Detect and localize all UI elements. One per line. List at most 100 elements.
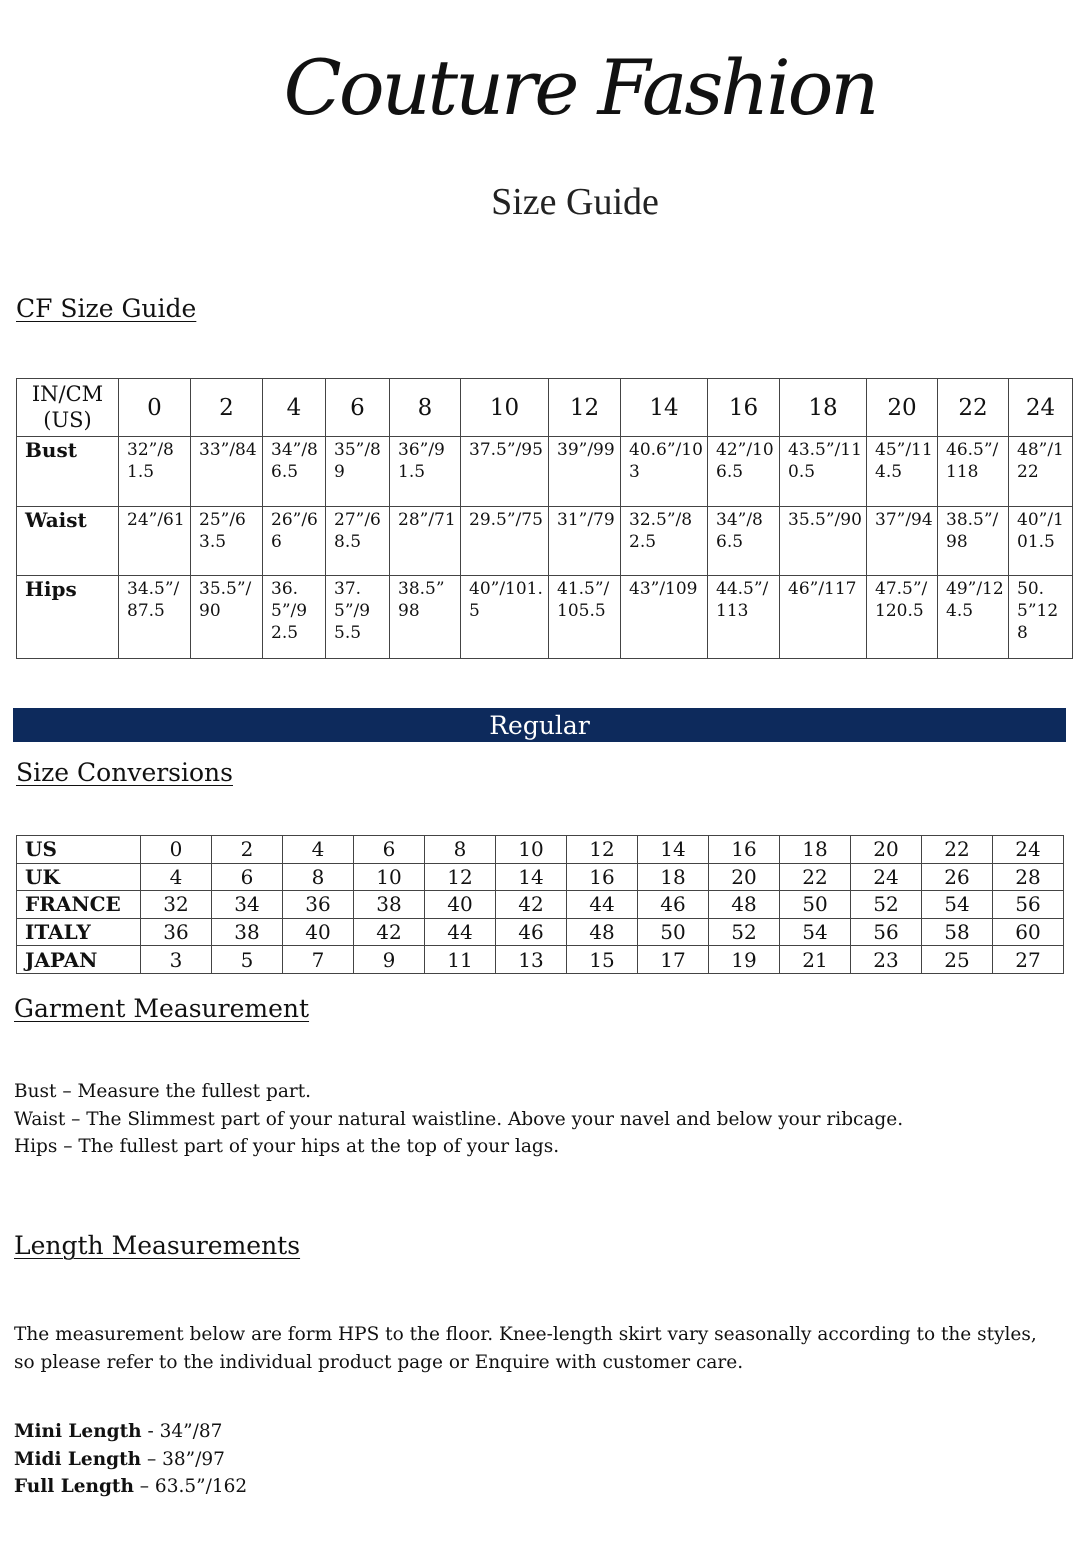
midi-length: Midi Length – 38”/97: [14, 1446, 247, 1474]
table-row: FRANCE 32 34 36 38 40 42 44 46 48 50 52 54 56: [16, 890, 1064, 919]
size-cell: 40: [424, 890, 496, 919]
measurement-cell: 24”/61: [118, 506, 191, 576]
size-cell: 21: [779, 945, 851, 974]
measurement-cell: 43.5”/110.5: [779, 436, 867, 507]
region-label: FRANCE: [16, 890, 141, 919]
size-header-row: IN/CM (US) 0 2 4 6 8 10 12 14 16 18 20 22 24: [16, 378, 1073, 437]
size-cell: 58: [921, 917, 993, 947]
measurement-cell: 33”/84: [190, 436, 263, 507]
row-label: Waist: [16, 506, 119, 576]
size-header: 12: [548, 378, 621, 437]
size-cell: 11: [424, 945, 496, 974]
size-cell: 54: [779, 917, 851, 947]
unit-header: IN/CM (US): [16, 378, 119, 437]
garment-measurement-heading: Garment Measurement: [14, 994, 310, 1023]
measurement-cell: 34”/86.5: [262, 436, 326, 507]
measurement-cell: 35”/89: [325, 436, 390, 507]
size-cell: 20: [850, 835, 922, 864]
size-cell: 18: [779, 835, 851, 864]
size-header: 2: [190, 378, 263, 437]
measurement-cell: 42”/106.5: [707, 436, 780, 507]
size-cell: 25: [921, 945, 993, 974]
size-cell: 13: [495, 945, 567, 974]
size-header: 24: [1008, 378, 1073, 437]
cf-size-guide-heading: CF Size Guide: [16, 294, 197, 323]
size-conversions-heading: Size Conversions: [16, 758, 233, 787]
measurement-cell: 27”/68.5: [325, 506, 390, 576]
size-cell: 7: [282, 945, 354, 974]
length-list: Mini Length - 34”/87 Midi Length – 38”/9…: [14, 1418, 247, 1501]
cf-size-table: IN/CM (US) 0 2 4 6 8 10 12 14 16 18 20 22 24 Bust 32”/8…: [16, 378, 1073, 659]
measurement-cell: 36”/91.5: [389, 436, 461, 507]
size-cell: 16: [708, 835, 780, 864]
measurement-cell: 40”/101.5: [1008, 506, 1073, 576]
size-cell: 24: [992, 835, 1064, 864]
size-cell: 38: [211, 917, 283, 947]
size-cell: 42: [495, 890, 567, 919]
measurement-cell: 35.5”/90: [190, 575, 263, 659]
size-header: 4: [262, 378, 326, 437]
size-cell: 60: [992, 917, 1064, 947]
bust-instruction: Bust – Measure the fullest part.: [14, 1081, 312, 1102]
measurement-cell: 34”/86.5: [707, 506, 780, 576]
size-header: 0: [118, 378, 191, 437]
size-cell: 52: [708, 917, 780, 947]
size-cell: 6: [353, 835, 425, 864]
full-length-label: Full Length: [14, 1476, 134, 1497]
measurement-cell: 43”/109: [620, 575, 708, 659]
size-cell: 36: [140, 917, 212, 947]
size-cell: 50: [637, 917, 709, 947]
region-label: ITALY: [16, 917, 141, 947]
measurement-cell: 32.5”/82.5: [620, 506, 708, 576]
size-cell: 23: [850, 945, 922, 974]
size-cell: 26: [921, 862, 993, 892]
table-row: Hips 34.5”/87.5 35.5”/90 36.5”/92.5 37.5”/95…: [16, 575, 1073, 659]
size-cell: 46: [495, 917, 567, 947]
size-cell: 44: [424, 917, 496, 947]
measurement-cell: 37.5”/95.5: [325, 575, 390, 659]
measurement-cell: 49”/124.5: [937, 575, 1009, 659]
page-subtitle: Size Guide: [491, 181, 659, 223]
measurement-cell: 28”/71: [389, 506, 461, 576]
size-cell: 48: [708, 890, 780, 919]
size-cell: 17: [637, 945, 709, 974]
size-header: 8: [389, 378, 461, 437]
length-intro: The measurement below are form HPS to th…: [14, 1324, 1037, 1373]
size-cell: 50: [779, 890, 851, 919]
size-header: 16: [707, 378, 780, 437]
size-header: 20: [866, 378, 938, 437]
size-cell: 56: [850, 917, 922, 947]
size-cell: 38: [353, 890, 425, 919]
size-header: 14: [620, 378, 708, 437]
size-cell: 52: [850, 890, 922, 919]
measurement-cell: 37”/94: [866, 506, 938, 576]
brand-logo: Couture Fashion: [283, 43, 880, 132]
size-cell: 4: [282, 835, 354, 864]
size-cell: 8: [282, 862, 354, 892]
size-cell: 10: [353, 862, 425, 892]
size-header: 22: [937, 378, 1009, 437]
measurement-cell: 46”/117: [779, 575, 867, 659]
size-cell: 27: [992, 945, 1064, 974]
measurement-cell: 50.5”128: [1008, 575, 1073, 659]
size-cell: 12: [566, 835, 638, 864]
size-cell: 22: [921, 835, 993, 864]
midi-length-label: Midi Length: [14, 1448, 142, 1470]
region-label: US: [16, 835, 141, 864]
size-cell: 8: [424, 835, 496, 864]
mini-length: Mini Length - 34”/87: [14, 1418, 247, 1446]
measurement-cell: 26”/66: [262, 506, 326, 576]
size-header: 18: [779, 378, 867, 437]
measurement-cell: 36.5”/92.5: [262, 575, 326, 659]
measurement-cell: 34.5”/87.5: [118, 575, 191, 659]
mini-length-label: Mini Length: [14, 1421, 142, 1442]
row-label: Hips: [16, 575, 119, 659]
table-row: JAPAN 3 5 7 9 11 13 15 17 19 21 23 25 27: [16, 945, 1064, 974]
region-label: JAPAN: [16, 945, 141, 974]
size-conversion-table: US 0 2 4 6 8 10 12 14 16 18 20 22 24 UK 4 6 8 10 12 14 16 18 20…: [16, 835, 1064, 974]
size-cell: 28: [992, 862, 1064, 892]
size-cell: 9: [353, 945, 425, 974]
measurement-cell: 38.5”/98: [937, 506, 1009, 576]
size-cell: 36: [282, 890, 354, 919]
size-cell: 46: [637, 890, 709, 919]
